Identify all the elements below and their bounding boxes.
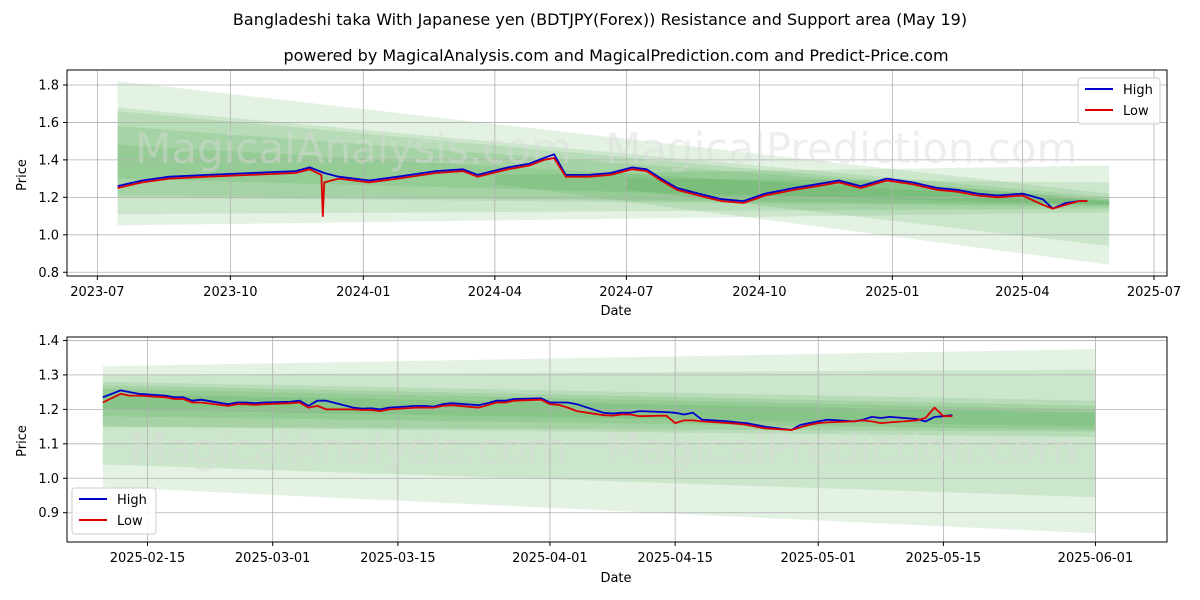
y-tick-label: 1.4: [38, 153, 59, 168]
chart-title: Bangladeshi taka With Japanese yen (BDTJ…: [233, 10, 967, 29]
axes-frame: [66, 69, 1168, 277]
y-tick-label: 1.2: [38, 403, 59, 418]
watermark-prediction: MagicalPrediction.com: [605, 424, 1078, 473]
y-tick-label: 1.3: [38, 368, 59, 383]
x-tick-label: 2025-02-15: [110, 551, 186, 566]
y-axis-label: Price: [15, 159, 30, 191]
watermark-prediction: MagicalPrediction.com: [605, 124, 1078, 173]
legend-low-label: Low: [1123, 104, 1149, 119]
series-high-line: [102, 389, 953, 431]
series-low-line: [102, 392, 953, 431]
x-tick-label: 2024-07: [599, 285, 653, 300]
axes-frame: [66, 336, 1168, 543]
x-axis-label: Date: [600, 571, 631, 586]
y-tick-label: 1.1: [38, 437, 59, 452]
y-tick-label: 1.8: [38, 78, 59, 93]
x-tick-label: 2025-04-15: [637, 551, 713, 566]
chart-subtitle: powered by MagicalAnalysis.com and Magic…: [283, 46, 948, 65]
x-tick-label: 2025-04: [995, 285, 1049, 300]
y-tick-label: 1.0: [38, 472, 59, 487]
x-tick-label: 2024-04: [468, 285, 522, 300]
legend: High Low: [1077, 77, 1161, 125]
y-tick-label: 1.6: [38, 116, 59, 131]
x-tick-label: 2025-06-01: [1058, 551, 1134, 566]
x-tick-label: 2025-04-01: [512, 551, 588, 566]
axis-ticks: 2023-07 2023-10 2024-01 2024-04 2024-07 2024-…: [38, 78, 1181, 300]
series-low-line: [117, 157, 1088, 217]
x-tick-label: 2024-01: [336, 285, 390, 300]
axis-ticks: 2025-02-15 2025-03-01 2025-03-15 2025-04-01…: [38, 334, 1133, 566]
x-tick-label: 2025-05-01: [780, 551, 856, 566]
grid-lines: [67, 70, 1167, 276]
x-tick-label: 2025-03-15: [360, 551, 436, 566]
watermarks: MagicalAnalysis.com MagicalPrediction.co…: [130, 424, 1078, 473]
x-tick-label: 2024-10: [732, 285, 786, 300]
panel-recent: MagicalAnalysis.com MagicalPrediction.co…: [15, 334, 1168, 586]
legend-high-label: High: [1123, 83, 1153, 98]
y-tick-label: 0.8: [38, 266, 59, 281]
band-0: [102, 349, 1096, 534]
watermarks: MagicalAnalysis.com MagicalPrediction.co…: [135, 124, 1078, 173]
watermark-analysis: MagicalAnalysis.com: [130, 424, 567, 473]
series-high-line: [117, 153, 1088, 210]
price-series: [102, 389, 953, 431]
y-tick-label: 1.0: [38, 228, 59, 243]
band-0: [117, 81, 1110, 226]
support-resistance-bands: [102, 349, 1096, 534]
band-5: [102, 393, 1096, 427]
x-tick-label: 2023-10: [203, 285, 257, 300]
x-tick-label: 2023-07: [70, 285, 124, 300]
y-tick-label: 0.9: [38, 506, 59, 521]
x-tick-label: 2025-01: [865, 285, 919, 300]
legend-low-label: Low: [117, 514, 143, 529]
x-tick-label: 2025-03-01: [235, 551, 311, 566]
y-tick-label: 1.2: [38, 191, 59, 206]
x-tick-label: 2025-05-15: [906, 551, 982, 566]
price-series: [117, 153, 1088, 217]
x-axis-label: Date: [600, 304, 631, 319]
legend: High Low: [71, 487, 157, 535]
x-tick-label: 2025-07: [1127, 285, 1181, 300]
y-axis-label: Price: [15, 425, 30, 457]
legend-high-label: High: [117, 493, 147, 508]
band-1: [102, 369, 1096, 498]
grid-lines: [67, 337, 1167, 542]
watermark-analysis: MagicalAnalysis.com: [135, 124, 572, 173]
y-tick-label: 1.4: [38, 334, 59, 349]
panel-full-history: MagicalAnalysis.com MagicalPrediction.co…: [15, 69, 1181, 319]
